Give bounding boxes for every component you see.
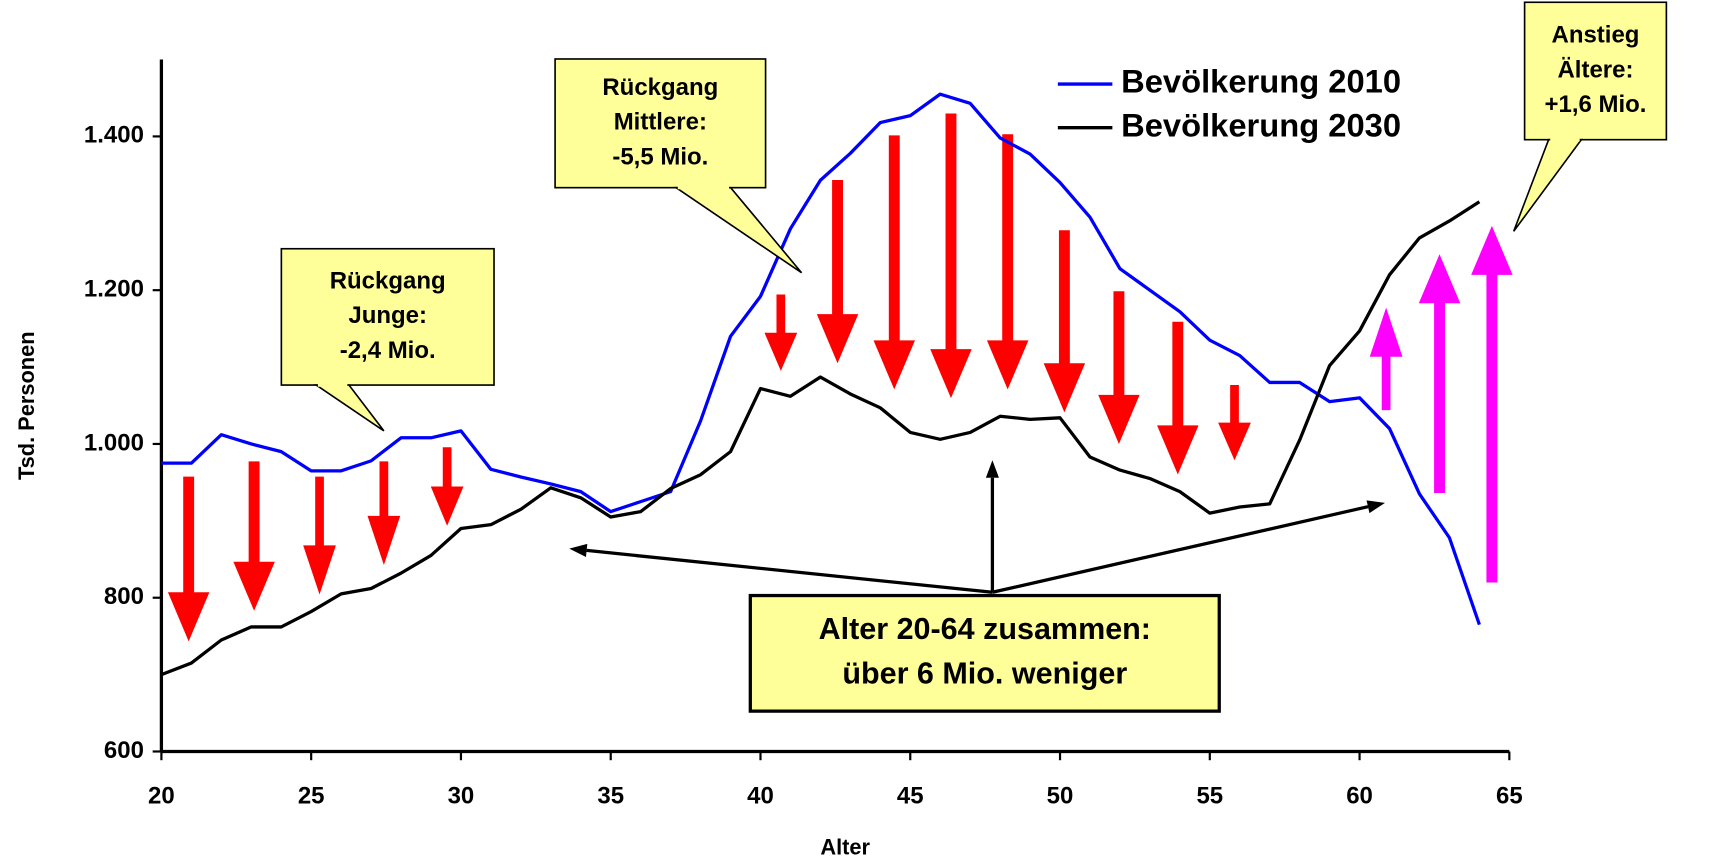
x-tick-label: 40 xyxy=(747,783,774,810)
callout-text: -5,5 Mio. xyxy=(612,143,708,170)
y-tick-label: 600 xyxy=(104,737,144,764)
pointer-arrow xyxy=(586,548,993,594)
down-arrow xyxy=(303,476,336,595)
x-tick-label: 55 xyxy=(1196,783,1223,810)
callout-box xyxy=(748,593,1221,713)
y-tick-label: 1.200 xyxy=(84,276,144,303)
pointer-arrow-head xyxy=(569,543,588,557)
x-tick-label: 50 xyxy=(1047,783,1074,810)
legend-label: Bevölkerung 2030 xyxy=(1121,106,1401,143)
up-arrow xyxy=(1418,254,1461,494)
x-tick-label: 25 xyxy=(298,783,325,810)
y-tick-label: 800 xyxy=(104,583,144,610)
callout-text: +1,6 Mio. xyxy=(1544,91,1646,118)
line-series xyxy=(160,200,1481,677)
x-tick-label: 65 xyxy=(1496,783,1523,810)
down-arrow xyxy=(873,135,915,390)
callout-text: Rückgang xyxy=(602,74,718,101)
x-tick-label: 35 xyxy=(597,783,624,810)
callout-text: Alter 20-64 zusammen: xyxy=(819,612,1151,646)
callout-text: Junge: xyxy=(348,302,427,329)
callout-tail xyxy=(1512,138,1583,232)
x-axis-label: Alter xyxy=(820,834,870,859)
callout-box xyxy=(554,58,767,189)
down-arrow xyxy=(986,134,1029,390)
line-series xyxy=(161,92,1481,626)
down-arrow xyxy=(1098,291,1140,444)
down-arrow xyxy=(167,476,210,642)
callout-tail xyxy=(673,186,803,274)
down-arrow xyxy=(430,447,464,526)
up-arrow xyxy=(1471,225,1513,583)
down-arrow xyxy=(1043,230,1086,413)
callout-box xyxy=(1523,1,1668,141)
down-arrow xyxy=(930,113,972,399)
x-tick-label: 20 xyxy=(148,783,175,810)
y-tick-label: 1.000 xyxy=(84,429,144,456)
x-tick-label: 30 xyxy=(448,783,475,810)
callout-text: über 6 Mio. weniger xyxy=(842,657,1127,691)
callout-text: Anstieg xyxy=(1552,22,1640,49)
callout-box xyxy=(280,247,495,386)
down-arrow xyxy=(233,461,275,611)
callout-text: Mittlere: xyxy=(614,109,707,136)
pointer-arrow-head xyxy=(985,460,999,478)
callout-text: Rückgang xyxy=(330,267,446,294)
callout-tail xyxy=(313,384,385,432)
callout-text: Ältere: xyxy=(1557,56,1633,83)
y-tick-label: 1.400 xyxy=(84,122,144,149)
up-arrow xyxy=(1369,307,1403,411)
down-arrow xyxy=(367,461,401,566)
x-tick-label: 45 xyxy=(897,783,924,810)
pointer-arrow xyxy=(992,505,1369,594)
down-arrow xyxy=(1157,321,1199,475)
legend-label: Bevölkerung 2010 xyxy=(1121,63,1401,100)
y-axis-label: Tsd. Personen xyxy=(14,331,39,480)
down-arrow xyxy=(816,180,859,364)
pointer-arrow-head xyxy=(1366,500,1386,514)
down-arrow xyxy=(764,294,798,371)
callout-text: -2,4 Mio. xyxy=(340,337,436,364)
x-tick-label: 60 xyxy=(1346,783,1373,810)
down-arrow xyxy=(1218,385,1251,461)
